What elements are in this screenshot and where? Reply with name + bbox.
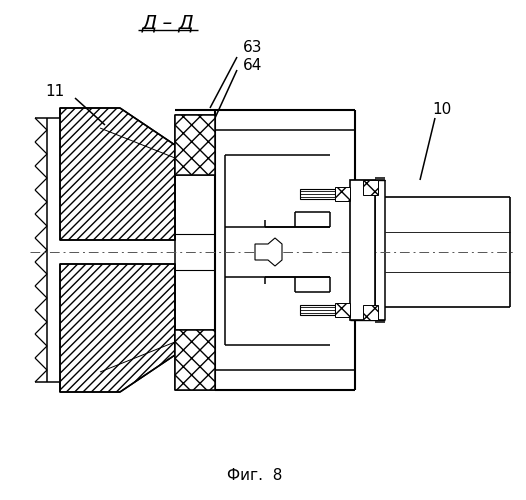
Polygon shape — [363, 180, 378, 195]
Polygon shape — [60, 264, 175, 392]
Text: 11: 11 — [45, 84, 65, 100]
Polygon shape — [335, 187, 350, 201]
Polygon shape — [175, 330, 215, 390]
Text: 10: 10 — [432, 102, 452, 118]
Polygon shape — [175, 115, 215, 175]
Text: Фиг.  8: Фиг. 8 — [227, 468, 282, 482]
Bar — [300, 305, 335, 315]
Polygon shape — [255, 238, 282, 266]
Text: 64: 64 — [244, 58, 262, 72]
Bar — [350, 180, 375, 320]
Text: 63: 63 — [243, 40, 263, 56]
Polygon shape — [60, 108, 175, 240]
Polygon shape — [363, 305, 378, 320]
Text: Д – Д: Д – Д — [141, 14, 195, 32]
Bar — [300, 189, 335, 199]
Polygon shape — [335, 303, 350, 317]
